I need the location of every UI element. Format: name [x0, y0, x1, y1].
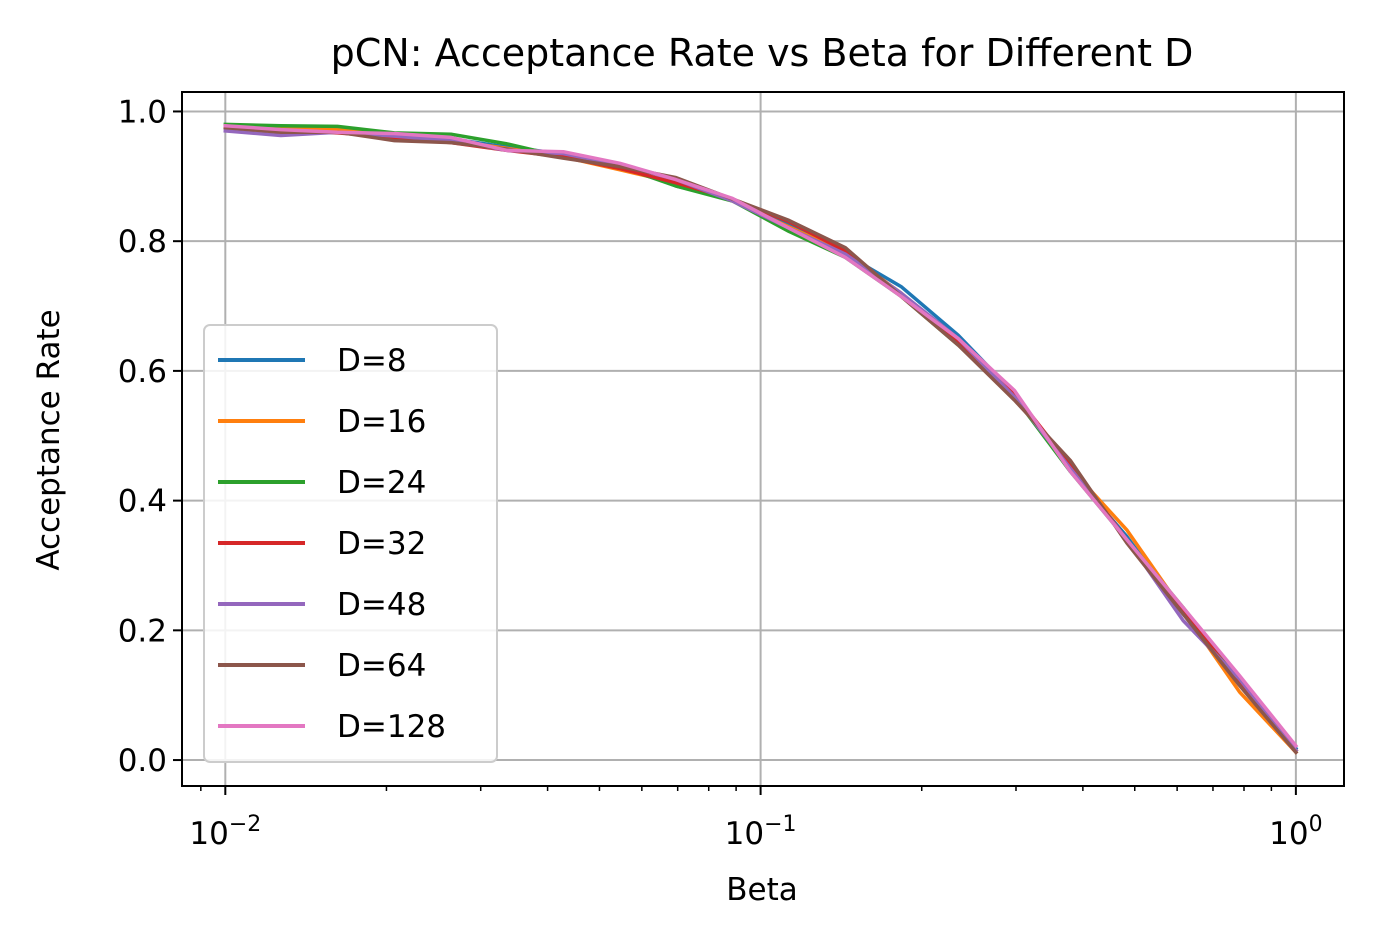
x-tick-label-0: 10−2: [189, 812, 261, 852]
y-tick-label-5: 1.0: [118, 94, 167, 130]
x-axis-label: Beta: [726, 872, 798, 908]
legend: D=8 D=16 D=24 D=32 D=48 D=64 D=128: [203, 324, 498, 763]
y-tick-label-3: 0.6: [118, 354, 167, 390]
x-tick-label-1: 10−1: [725, 812, 797, 852]
legend-label-6: D=128: [337, 709, 446, 745]
legend-label-3: D=32: [337, 526, 426, 562]
x-tick-label-2: 100: [1269, 812, 1322, 852]
chart-title: pCN: Acceptance Rate vs Beta for Differe…: [331, 31, 1194, 75]
axes-frame: [181, 91, 1345, 787]
series-lines: [223, 122, 1299, 755]
y-tick-label-0: 0.0: [118, 743, 167, 779]
legend-label-5: D=64: [337, 648, 426, 684]
y-tick-label-4: 0.8: [118, 224, 167, 260]
x-axis: 10−2 10−1 100: [189, 786, 1323, 852]
series-line-d-128: [223, 123, 1299, 749]
y-tick-label-1: 0.2: [118, 613, 167, 649]
y-axis-label: Acceptance Rate: [31, 309, 67, 570]
legend-items: D=8 D=16 D=24 D=32 D=48 D=64 D=128: [218, 343, 446, 745]
legend-label-2: D=24: [337, 465, 426, 501]
legend-label-0: D=8: [337, 343, 407, 379]
legend-label-4: D=48: [337, 587, 426, 623]
legend-label-1: D=16: [337, 404, 426, 440]
y-tick-label-2: 0.4: [118, 484, 167, 520]
legend-box: [203, 324, 498, 763]
y-axis: 0.0 0.2 0.4 0.6 0.8 1.0: [118, 94, 182, 779]
